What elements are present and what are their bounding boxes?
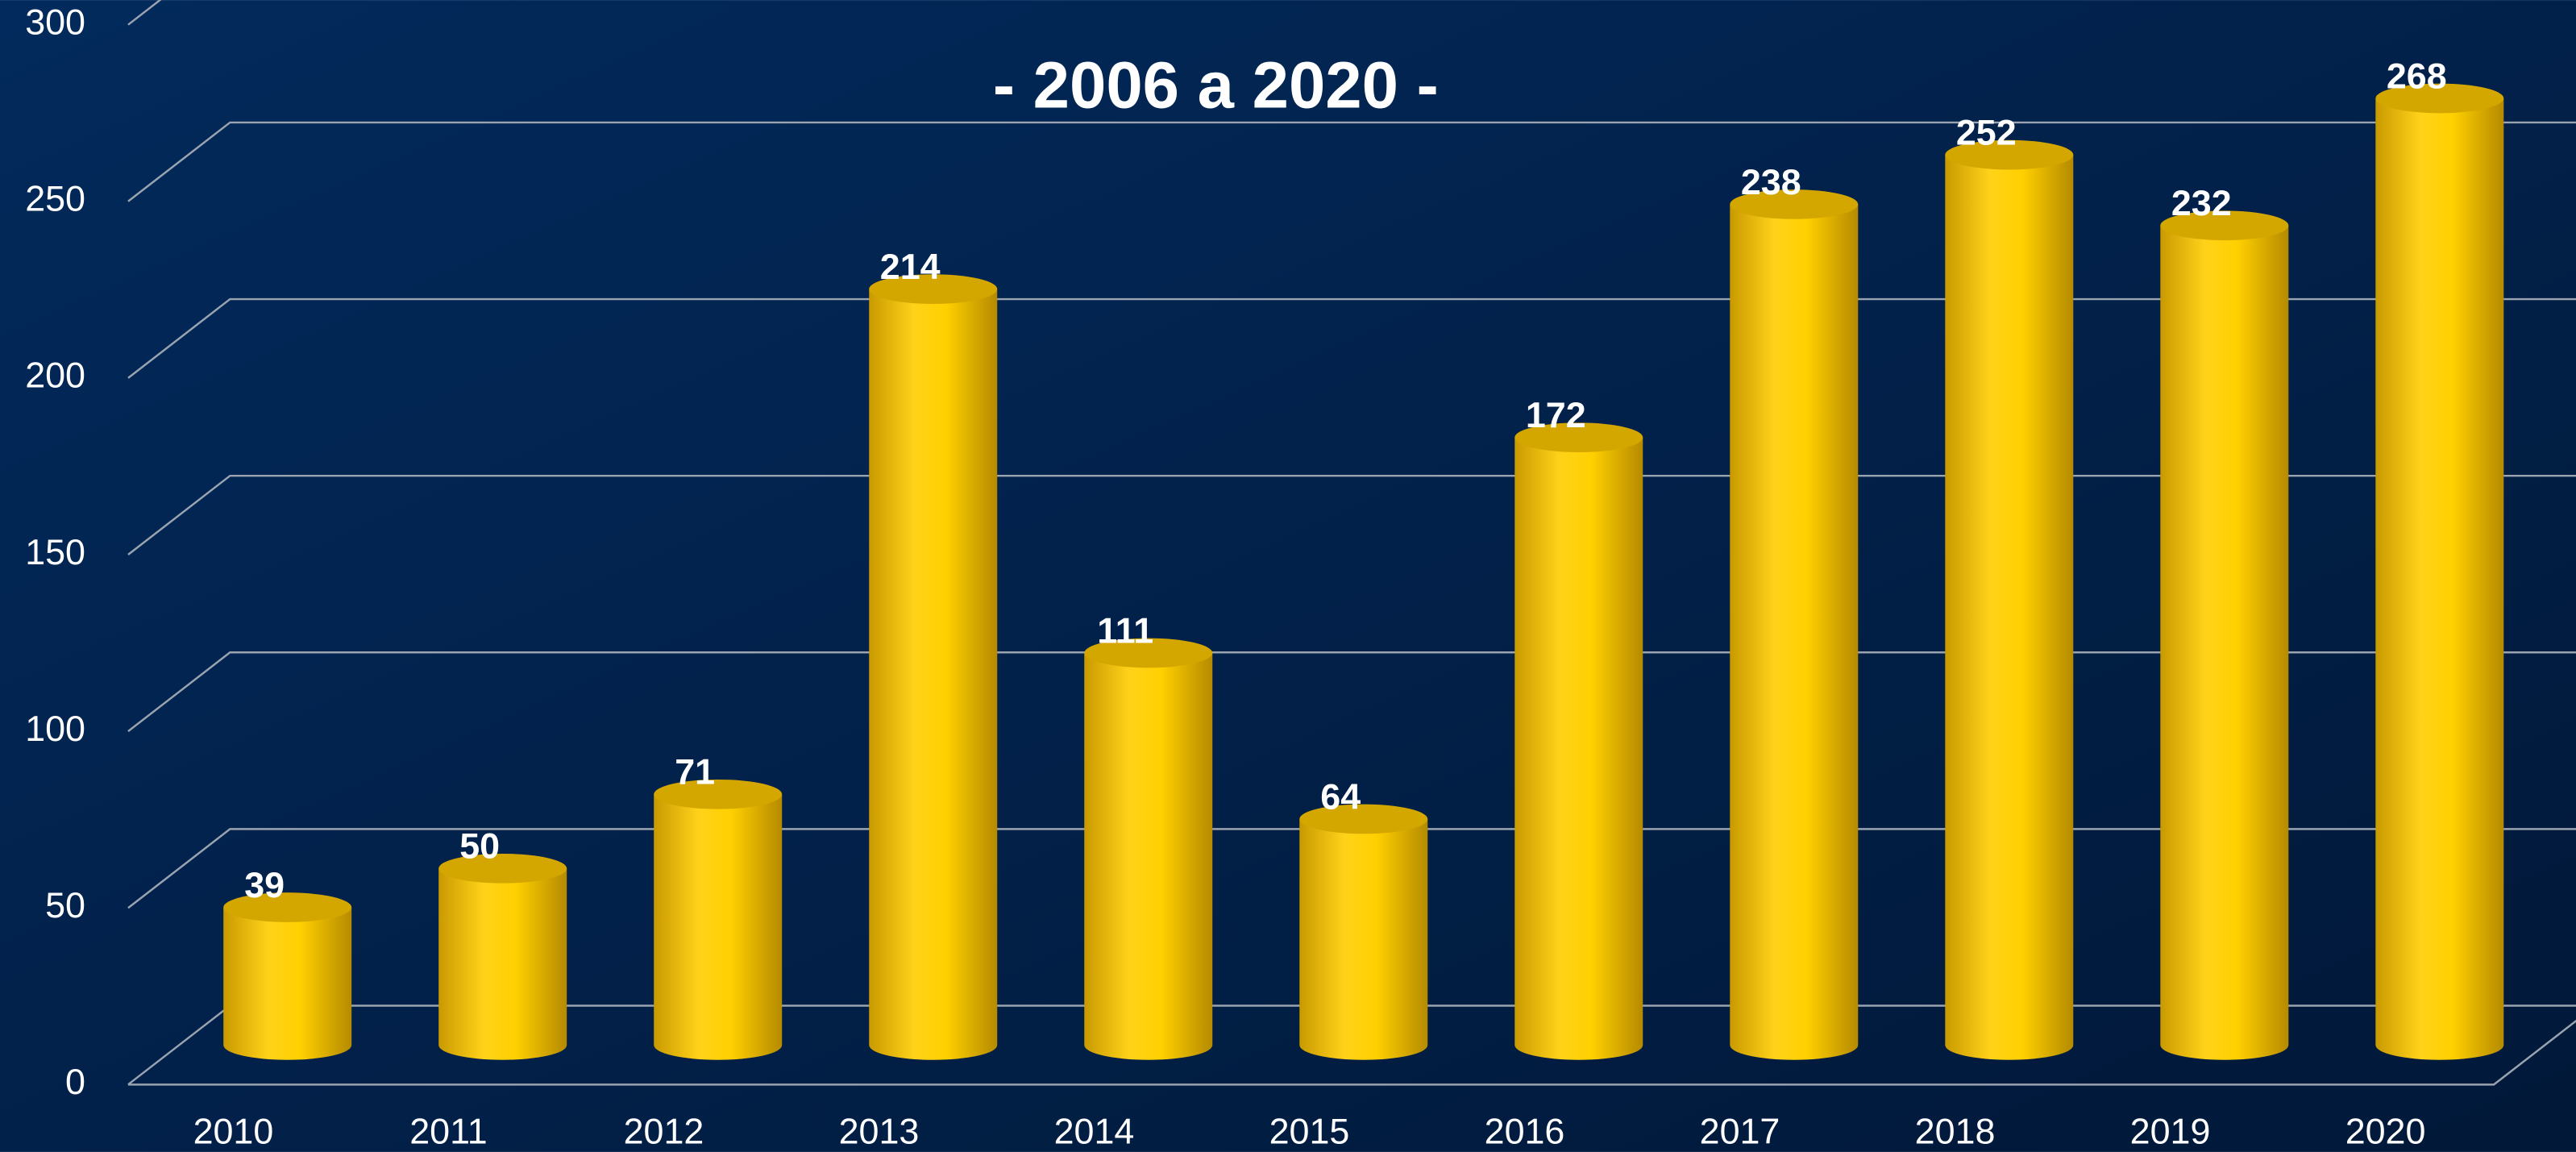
floor-edge <box>127 1019 2576 1086</box>
bar <box>1299 818 1428 1060</box>
value-label: 111 <box>1097 609 1153 651</box>
bar-cap <box>1084 638 1213 668</box>
bar-cap <box>1299 804 1428 834</box>
value-label: 172 <box>1526 394 1586 435</box>
y-tick-label: 250 <box>25 178 85 219</box>
x-tick-label: 2012 <box>624 1110 704 1151</box>
x-tick-label: 2016 <box>1485 1110 1565 1151</box>
bar <box>438 868 567 1060</box>
bar <box>869 289 998 1060</box>
y-tick-label: 50 <box>45 884 85 925</box>
bar <box>1730 204 1859 1060</box>
value-label: 39 <box>244 864 285 905</box>
value-label: 71 <box>675 751 715 792</box>
value-label: 50 <box>459 826 500 867</box>
value-label: 238 <box>1741 161 1801 202</box>
grid-line <box>127 121 2576 202</box>
bar-cap <box>1730 189 1859 219</box>
bar-cap <box>1514 422 1643 453</box>
bar-cap <box>438 853 567 884</box>
x-tick-label: 2020 <box>2345 1110 2426 1151</box>
value-label: 64 <box>1320 776 1361 817</box>
chart-title: - 2006 a 2020 - <box>993 49 1439 123</box>
x-tick-label: 2013 <box>839 1110 920 1151</box>
y-tick-label: 100 <box>25 708 85 749</box>
x-tick-label: 2019 <box>2130 1110 2211 1151</box>
y-tick-label: 300 <box>25 2 85 43</box>
x-tick-label: 2011 <box>409 1110 487 1151</box>
x-tick-label: 2017 <box>1700 1110 1780 1151</box>
y-tick-label: 150 <box>25 531 85 572</box>
bar-cap <box>1945 139 2074 170</box>
bar <box>1514 437 1643 1060</box>
x-tick-label: 2015 <box>1269 1110 1350 1151</box>
bar-cap <box>2160 210 2289 241</box>
bar <box>654 794 783 1060</box>
y-tick-label: 200 <box>25 355 85 396</box>
y-tick-label: 0 <box>65 1061 85 1102</box>
bar-cap <box>869 274 998 304</box>
bar <box>1084 652 1213 1060</box>
bar <box>1945 155 2074 1060</box>
bar-cap <box>2375 83 2504 114</box>
x-tick-label: 2010 <box>193 1110 274 1151</box>
x-tick-label: 2014 <box>1054 1110 1135 1151</box>
bar <box>2160 225 2289 1060</box>
bar <box>2375 98 2504 1060</box>
bar-cap <box>654 779 783 809</box>
bar <box>223 907 352 1060</box>
value-label: 214 <box>880 246 941 287</box>
x-tick-label: 2018 <box>1915 1110 1996 1151</box>
value-label: 268 <box>2387 55 2447 96</box>
value-label: 232 <box>2171 182 2232 223</box>
value-label: 252 <box>1956 111 2017 152</box>
bar-cap <box>223 892 352 922</box>
